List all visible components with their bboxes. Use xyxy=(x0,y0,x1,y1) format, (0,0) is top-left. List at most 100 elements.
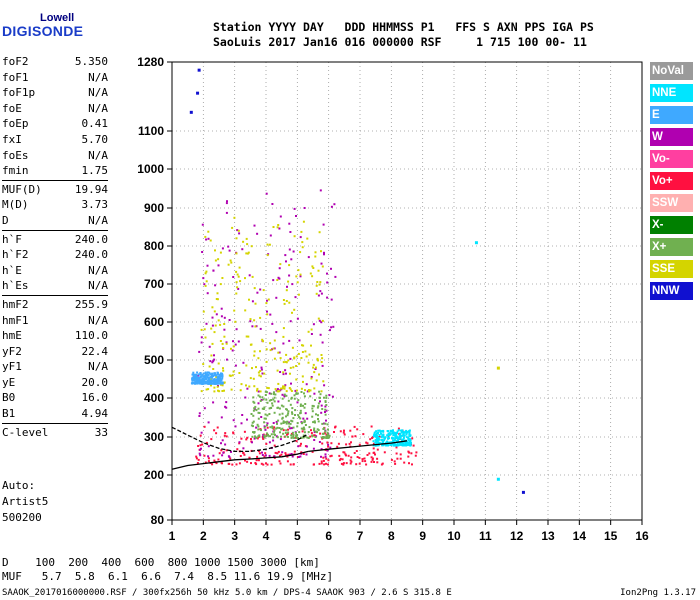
echo-point xyxy=(202,310,205,313)
x-tick-label: 8 xyxy=(388,529,395,543)
echo-point xyxy=(324,422,327,425)
echo-point xyxy=(268,454,271,457)
echo-point xyxy=(251,421,254,424)
echo-point xyxy=(198,452,201,455)
echo-point xyxy=(265,462,267,465)
echo-point xyxy=(202,375,205,378)
echo-point xyxy=(261,396,264,399)
echo-point xyxy=(251,300,254,303)
param-value: 5.70 xyxy=(81,132,109,146)
echo-point xyxy=(230,261,233,264)
echo-point xyxy=(376,448,379,451)
echo-point xyxy=(290,397,293,400)
echo-point xyxy=(377,437,380,440)
echo-point xyxy=(320,354,323,356)
echo-point xyxy=(245,438,248,441)
echo-point xyxy=(408,430,411,432)
echo-point xyxy=(232,370,235,373)
echo-point xyxy=(228,249,231,252)
echo-point xyxy=(297,293,300,296)
echo-point xyxy=(323,253,325,256)
echo-point xyxy=(231,463,234,466)
echo-point xyxy=(221,375,224,378)
echo-point xyxy=(238,372,241,374)
echo-point xyxy=(307,431,310,433)
echo-point xyxy=(276,426,279,429)
echo-point xyxy=(320,404,323,407)
echo-point xyxy=(216,372,219,375)
echo-point xyxy=(220,315,223,318)
echo-point xyxy=(270,433,273,436)
echo-point xyxy=(276,369,279,372)
echo-point xyxy=(279,371,282,373)
echo-point xyxy=(281,412,284,415)
echo-point xyxy=(316,406,319,409)
echo-point xyxy=(200,379,203,382)
echo-point xyxy=(282,327,285,330)
echo-point xyxy=(290,258,293,261)
echo-point xyxy=(371,457,374,460)
echo-point xyxy=(386,443,389,446)
echo-point xyxy=(209,382,212,385)
echo-point xyxy=(192,379,195,381)
echo-point xyxy=(297,445,300,448)
echo-point xyxy=(227,263,230,266)
echo-point xyxy=(279,431,281,434)
echo-point xyxy=(271,425,274,428)
echo-point xyxy=(251,441,253,444)
echo-point xyxy=(407,450,410,453)
echo-point xyxy=(292,366,295,369)
echo-point xyxy=(377,429,380,432)
echo-point xyxy=(278,277,281,280)
echo-point xyxy=(392,439,395,442)
echo-point xyxy=(321,357,324,360)
echo-point xyxy=(220,449,223,452)
param-row: hmE 110.0 xyxy=(2,328,108,344)
echo-point xyxy=(261,454,264,456)
param-key: hmF1 xyxy=(2,313,29,327)
logo-digisonde: DIGISONDE xyxy=(2,23,84,39)
echo-point xyxy=(474,241,478,245)
echo-point xyxy=(199,444,202,447)
echo-point xyxy=(297,437,299,439)
echo-point xyxy=(201,381,204,383)
echo-point xyxy=(202,363,205,366)
echo-point xyxy=(295,378,298,381)
echo-point xyxy=(238,442,241,445)
echo-point xyxy=(278,267,281,270)
echo-point xyxy=(223,335,226,338)
echo-point xyxy=(266,401,269,404)
echo-point xyxy=(220,416,223,419)
echo-point xyxy=(203,379,206,382)
x-tick-label: 15 xyxy=(604,529,618,543)
echo-point xyxy=(278,407,281,410)
echo-point xyxy=(237,340,240,343)
echo-point xyxy=(294,409,297,412)
echo-point xyxy=(206,375,209,378)
echo-point xyxy=(270,463,273,466)
echo-point xyxy=(262,435,265,438)
echo-point xyxy=(258,412,261,414)
echo-point xyxy=(245,364,248,367)
y-tick-label: 1280 xyxy=(137,55,164,69)
echo-point xyxy=(282,432,285,435)
echo-point xyxy=(404,430,407,433)
echo-point xyxy=(279,438,282,441)
echo-point xyxy=(313,387,316,390)
echo-point xyxy=(286,455,289,458)
echo-point xyxy=(224,443,227,446)
echo-point xyxy=(330,454,333,457)
echo-point xyxy=(268,441,271,444)
echo-point xyxy=(255,463,258,466)
echo-point xyxy=(358,443,361,446)
echo-point xyxy=(289,422,292,425)
echo-point xyxy=(194,376,197,379)
echo-point xyxy=(273,393,275,396)
echo-point xyxy=(207,237,210,240)
echo-point xyxy=(257,428,260,431)
echo-point xyxy=(242,361,245,364)
echo-point xyxy=(314,251,317,254)
x-tick-label: 12 xyxy=(510,529,524,543)
echo-point xyxy=(207,457,210,460)
